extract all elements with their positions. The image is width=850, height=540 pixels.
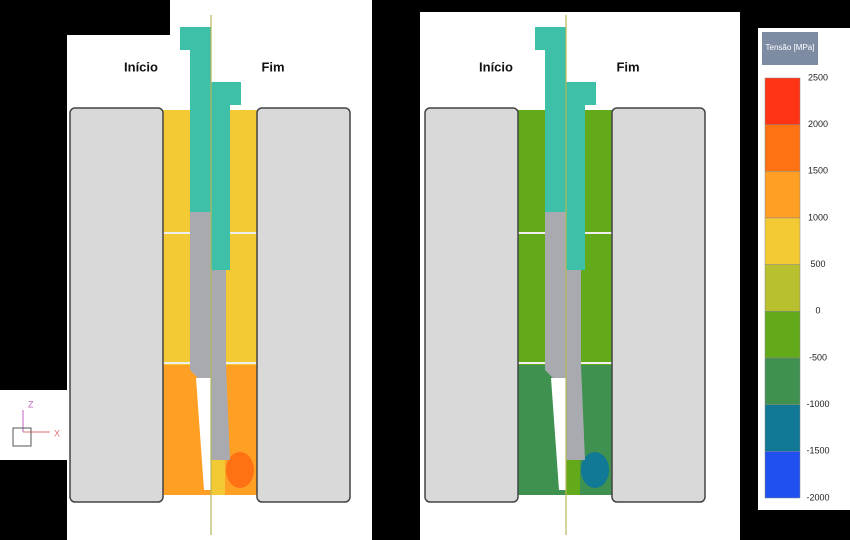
label-start: Início [479, 59, 513, 74]
legend-tick: -500 [809, 352, 827, 362]
punch-end [211, 82, 241, 270]
panel: Início Fim [424, 15, 706, 535]
punch-end [566, 82, 596, 270]
legend-band [764, 357, 801, 405]
legend-tick: 1000 [808, 212, 828, 222]
cavity [545, 212, 585, 460]
legend-band [764, 217, 801, 265]
die [256, 107, 351, 503]
die [611, 107, 706, 503]
stress-spot [226, 452, 254, 488]
z-label: Z [28, 399, 34, 409]
legend-band [764, 264, 801, 312]
legend-band [764, 404, 801, 452]
legend-title: Tensão [MPa] [766, 43, 815, 52]
cavity-void [196, 378, 211, 490]
panel: Início Fim [69, 15, 351, 535]
stress-spot [581, 452, 609, 488]
legend-band [764, 77, 801, 125]
legend-title-bg [762, 32, 818, 65]
legend-tick: 2500 [808, 72, 828, 82]
legend-tick: 500 [810, 259, 825, 269]
punch-start [180, 27, 211, 212]
cavity-void [551, 378, 566, 490]
x-label: X [54, 428, 60, 438]
legend-band [764, 171, 801, 219]
die [424, 107, 519, 503]
legend-tick: 0 [815, 306, 820, 316]
legend-band [764, 311, 801, 359]
legend-tick: -1000 [806, 399, 829, 409]
cavity [190, 212, 230, 460]
label-start: Início [124, 59, 158, 74]
legend-tick: -2000 [806, 492, 829, 502]
triad-cube [12, 427, 32, 447]
legend-band [764, 451, 801, 499]
legend-tick: -1500 [806, 446, 829, 456]
label-end: Fim [616, 59, 639, 74]
triad-bg [0, 390, 67, 460]
legend-tick: 2000 [808, 119, 828, 129]
legend-band [764, 124, 801, 172]
die [69, 107, 164, 503]
legend-tick: 1500 [808, 166, 828, 176]
label-end: Fim [261, 59, 284, 74]
punch-start [535, 27, 566, 212]
